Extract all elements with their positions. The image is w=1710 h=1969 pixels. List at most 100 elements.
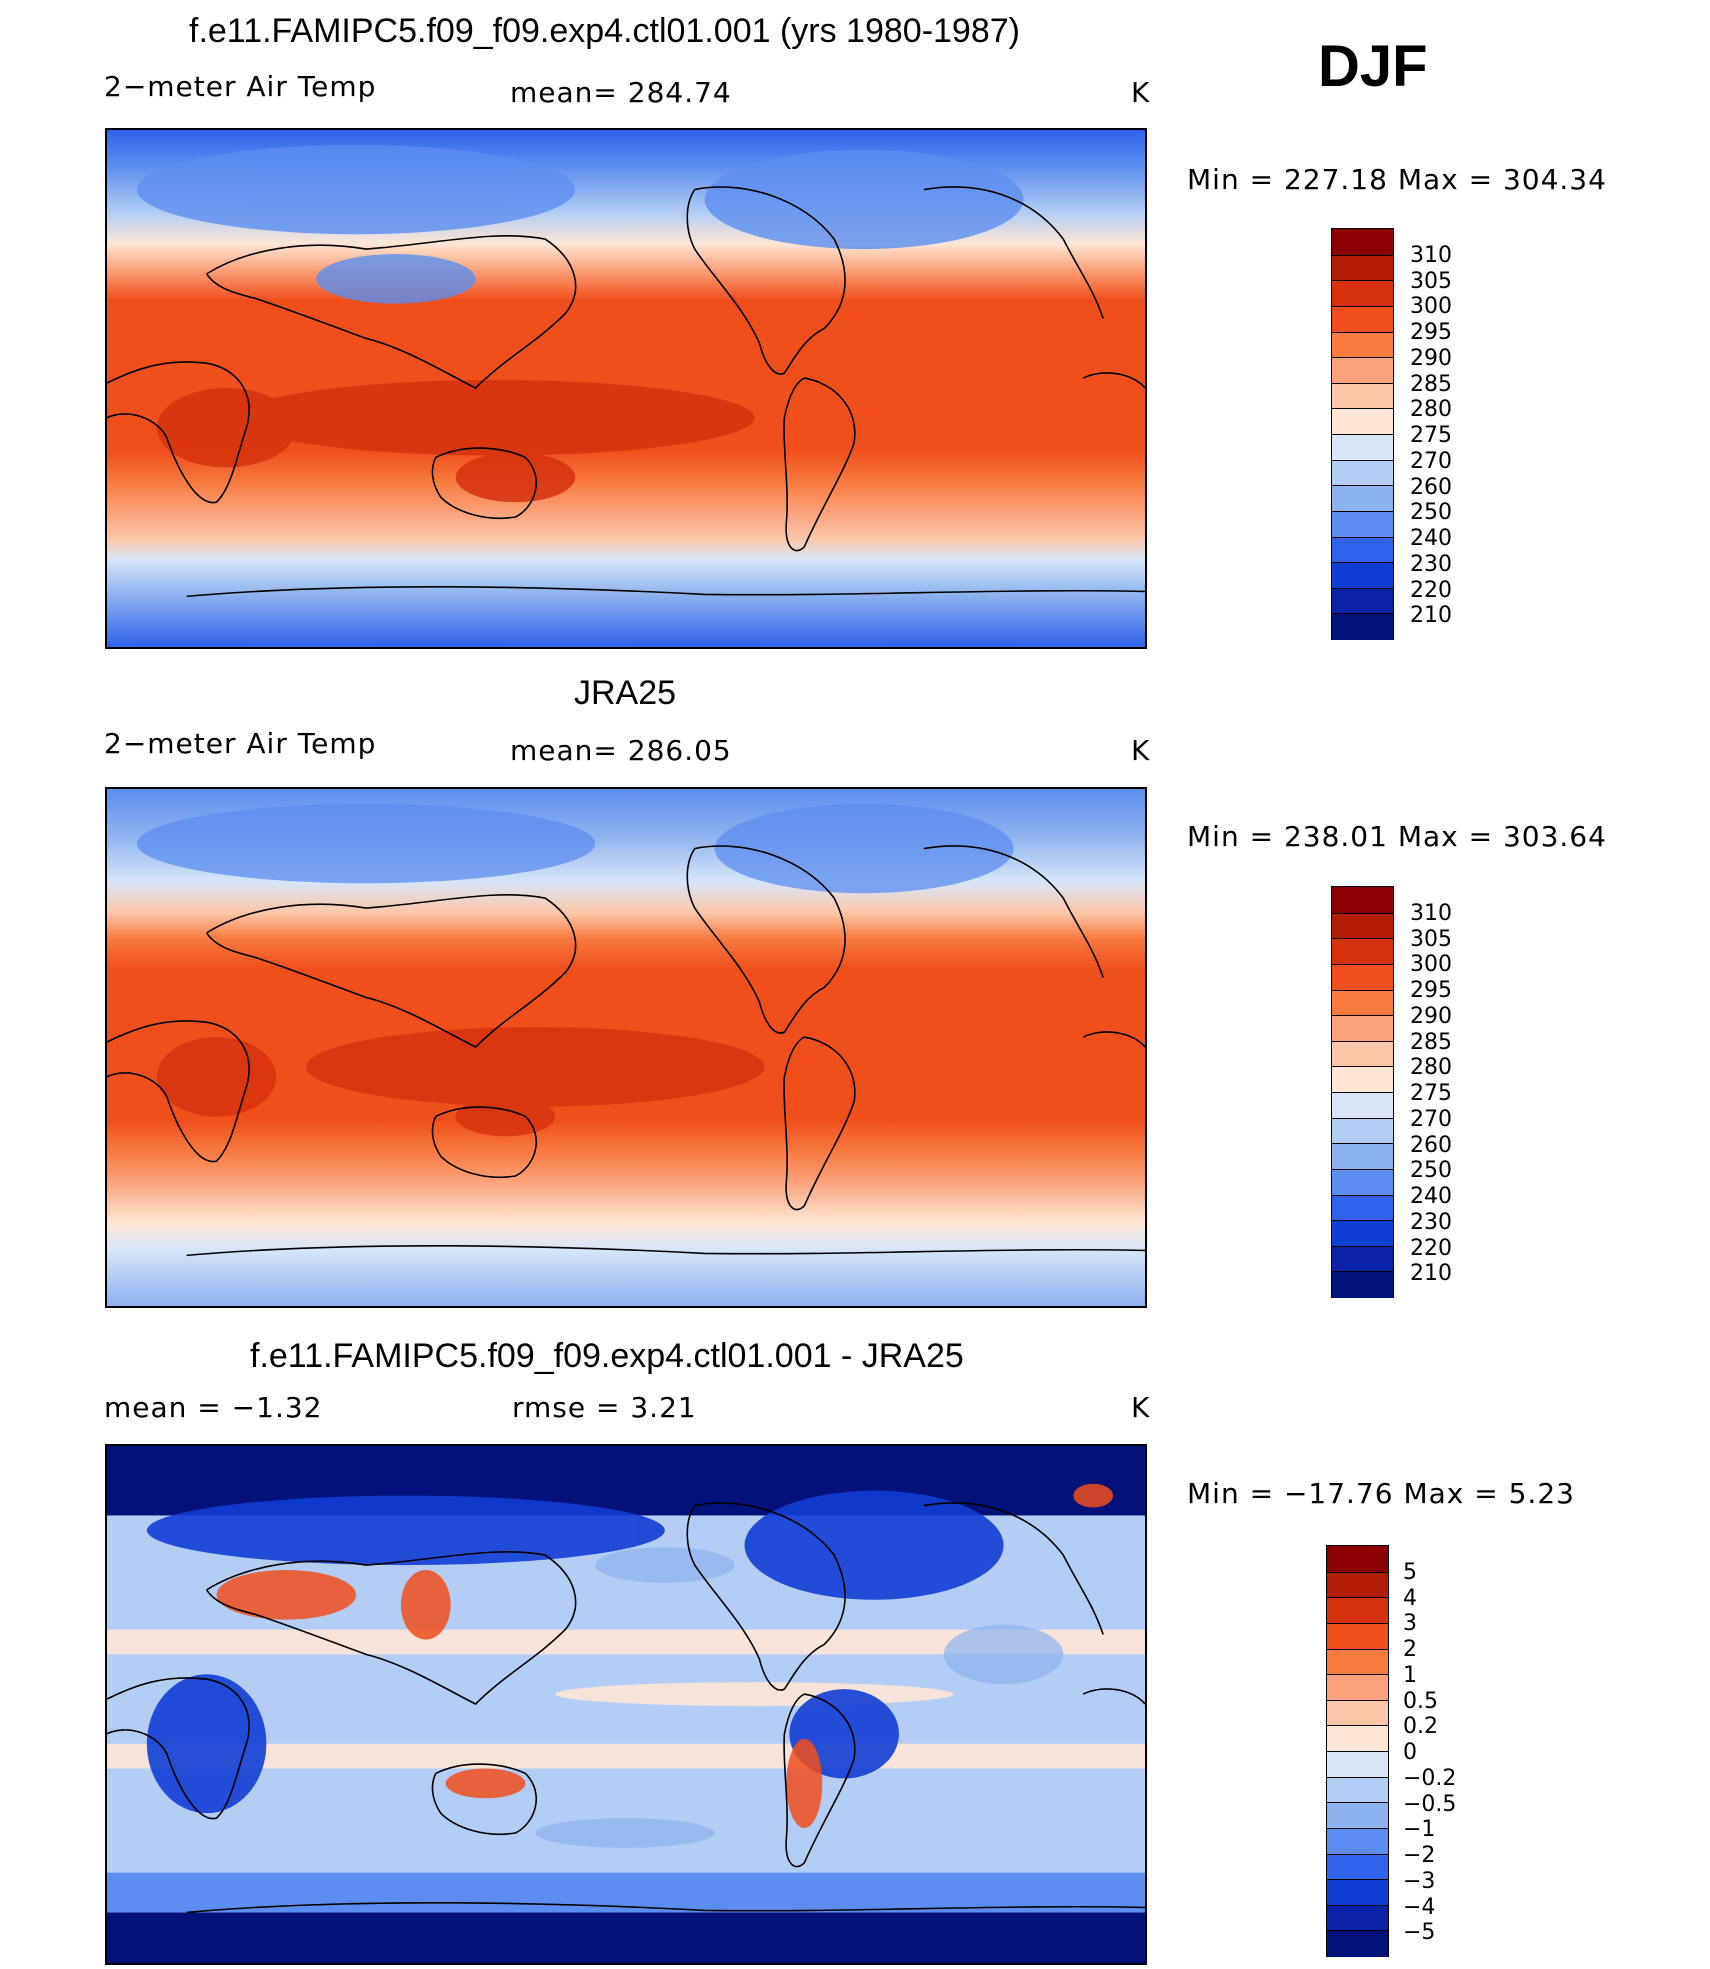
colorbar-tick-label: 4: [1403, 1585, 1417, 1611]
colorbar-cell: [1332, 963, 1393, 991]
colorbar-tick-label: 0.2: [1403, 1714, 1438, 1740]
colorbar-tick-label: 310: [1410, 242, 1452, 268]
colorbar-cell: [1332, 434, 1393, 461]
colorbar-cell: [1332, 1092, 1393, 1119]
colorbar-cell: [1332, 912, 1393, 940]
colorbar-tick-label: 1: [1403, 1662, 1417, 1688]
panel-title: JRA25: [574, 674, 677, 712]
colorbar-cell: [1332, 485, 1393, 512]
colorbar-cell: [1332, 1066, 1393, 1093]
colorbar-cell: [1332, 408, 1393, 435]
colorbar-cell: [1327, 1930, 1388, 1957]
colorbar-tick-label: 280: [1410, 1055, 1452, 1081]
panel-title: f.e11.FAMIPC5.f09_f09.exp4.ctl01.001 - J…: [250, 1337, 964, 1375]
colorbar-cell: [1332, 382, 1393, 410]
minmax-label: Min = 238.01 Max = 303.64: [1187, 820, 1607, 853]
colorbar-cell: [1332, 938, 1393, 965]
colorbar-cell: [1332, 357, 1393, 384]
colorbar-tick-label: 3: [1403, 1611, 1417, 1637]
colorbar-cell: [1332, 989, 1393, 1017]
colorbar-tick-label: −0.5: [1403, 1791, 1457, 1817]
colorbar-cell: [1332, 1245, 1393, 1273]
colorbar-cell: [1327, 1725, 1388, 1752]
colorbar-cell: [1327, 1597, 1388, 1624]
colorbar-cell: [1327, 1802, 1388, 1829]
mean-label: mean= 284.74: [510, 76, 732, 109]
colorbar-cell: [1327, 1827, 1388, 1855]
variable-label: 2−meter Air Temp: [104, 727, 377, 760]
colorbar-cell: [1327, 1648, 1388, 1676]
colorbar-tick-label: 250: [1410, 500, 1452, 526]
cold-continents: [136, 144, 1024, 304]
colorbar-tick-label: 210: [1410, 603, 1452, 629]
unit-label: K: [1131, 1391, 1151, 1424]
colorbar-cell: [1332, 254, 1393, 282]
colorbar-cell: [1327, 1904, 1388, 1932]
colorbar-cell: [1327, 1853, 1388, 1881]
colorbar-cell: [1332, 305, 1393, 333]
colorbar-absolute-2: [1331, 886, 1394, 1298]
colorbar-tick-label: 210: [1410, 1261, 1452, 1287]
colorbar-tick-label: 270: [1410, 1106, 1452, 1132]
colorbar-tick-label: 0.5: [1403, 1688, 1438, 1714]
colorbar-tick-label: 2: [1403, 1637, 1417, 1662]
colorbar-tick-label: 300: [1410, 294, 1452, 320]
colorbar-cell: [1327, 1699, 1388, 1727]
colorbar-tick-label: −4: [1403, 1894, 1436, 1920]
colorbar-absolute-1: [1331, 228, 1394, 640]
colorbar-cell: [1327, 1879, 1388, 1906]
colorbar-tick-label: 250: [1410, 1158, 1452, 1184]
mean-label: mean= 286.05: [510, 734, 732, 767]
colorbar-tick-label: 305: [1410, 268, 1452, 294]
colorbar-cell: [1332, 1143, 1393, 1170]
colorbar-cell: [1332, 510, 1393, 538]
colorbar-tick-label: 230: [1410, 551, 1452, 577]
minmax-label: Min = 227.18 Max = 304.34: [1187, 163, 1607, 196]
colorbar-tick-label: −2: [1403, 1843, 1436, 1868]
colorbar-tick-label: −0.2: [1403, 1765, 1457, 1791]
colorbar-tick-label: 220: [1410, 577, 1452, 603]
rmse-label: rmse = 3.21: [512, 1391, 697, 1424]
colorbar-tick-label: 5: [1403, 1559, 1417, 1585]
unit-label: K: [1131, 734, 1151, 767]
colorbar-tick-label: 310: [1410, 900, 1452, 926]
map-difference: [105, 1444, 1147, 1965]
colorbar-cell: [1332, 1168, 1393, 1196]
unit-label: K: [1131, 76, 1151, 109]
colorbar-tick-label: 240: [1410, 1184, 1452, 1209]
colorbar-difference: [1326, 1545, 1389, 1957]
colorbar-tick-label: 0: [1403, 1740, 1417, 1765]
colorbar-cell: [1327, 1751, 1388, 1778]
coastlines: [107, 186, 1145, 598]
colorbar-cell: [1332, 1040, 1393, 1068]
season-label: DJF: [1318, 34, 1428, 99]
minmax-label: Min = −17.76 Max = 5.23: [1187, 1477, 1575, 1510]
colorbar-cell: [1332, 887, 1393, 914]
map-obs-2m-temp: [105, 787, 1147, 1308]
colorbar-cell: [1332, 1194, 1393, 1222]
colorbar-tick-label: 300: [1410, 952, 1452, 978]
colorbar-cell: [1332, 1015, 1393, 1042]
panel-title: f.e11.FAMIPC5.f09_f09.exp4.ctl01.001 (yr…: [189, 12, 1020, 50]
colorbar-tick-label: 290: [1410, 1003, 1452, 1029]
colorbar-cell: [1327, 1571, 1388, 1599]
colorbar-cell: [1332, 280, 1393, 307]
colorbar-tick-label: 270: [1410, 448, 1452, 474]
colorbar-tick-label: 280: [1410, 397, 1452, 423]
colorbar-tick-label: 305: [1410, 926, 1452, 952]
colorbar-tick-label: 290: [1410, 345, 1452, 371]
variable-label: 2−meter Air Temp: [104, 70, 377, 103]
colorbar-tick-label: −1: [1403, 1817, 1436, 1843]
colorbar-cell: [1332, 613, 1393, 640]
colorbar-tick-label: 260: [1410, 1132, 1452, 1158]
warm-pool: [156, 380, 755, 503]
colorbar-tick-label: 295: [1410, 978, 1452, 1003]
colorbar-tick-label: 295: [1410, 320, 1452, 345]
colorbar-tick-label: −3: [1403, 1868, 1436, 1894]
colorbar-tick-label: −5: [1403, 1920, 1436, 1946]
colorbar-cell: [1332, 1271, 1393, 1298]
colorbar-tick-label: 260: [1410, 474, 1452, 500]
colorbar-tick-label: 275: [1410, 1081, 1452, 1106]
colorbar-cell: [1332, 562, 1393, 589]
colorbar-tick-label: 275: [1410, 423, 1452, 448]
